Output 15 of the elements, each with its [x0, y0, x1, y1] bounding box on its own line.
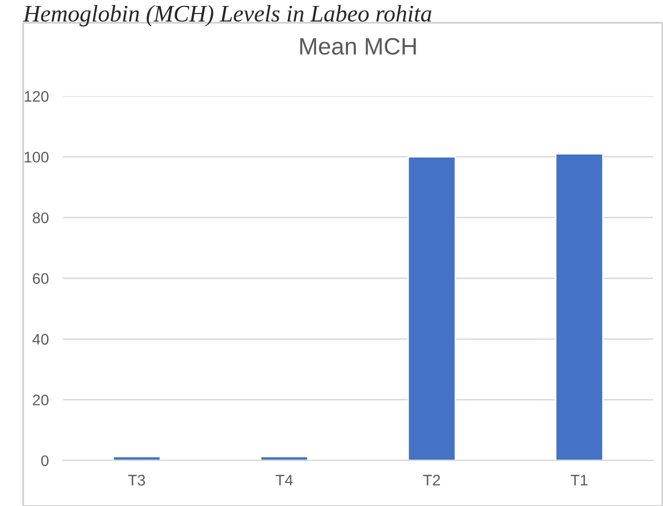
y-tick-label: 80 [32, 212, 48, 224]
bar [407, 156, 456, 460]
y-tick-label: 60 [32, 273, 48, 284]
y-tick-label: 100 [24, 152, 48, 163]
text: Hemoglobin (MCH) Levels in Labeo rohita [22, 5, 432, 26]
y-tick-label: 20 [32, 394, 48, 406]
y-tick-label: 120 [24, 91, 48, 102]
bar [555, 153, 604, 460]
x-tick-label: T2 [423, 474, 440, 486]
x-tick-label: T4 [276, 474, 293, 486]
y-tick-label: 40 [32, 334, 48, 345]
x-tick-label: T3 [128, 474, 145, 486]
x-tick-label: T1 [570, 474, 588, 486]
chart-title: Mean MCH [300, 38, 416, 55]
y-tick-label: 0 [41, 455, 48, 466]
